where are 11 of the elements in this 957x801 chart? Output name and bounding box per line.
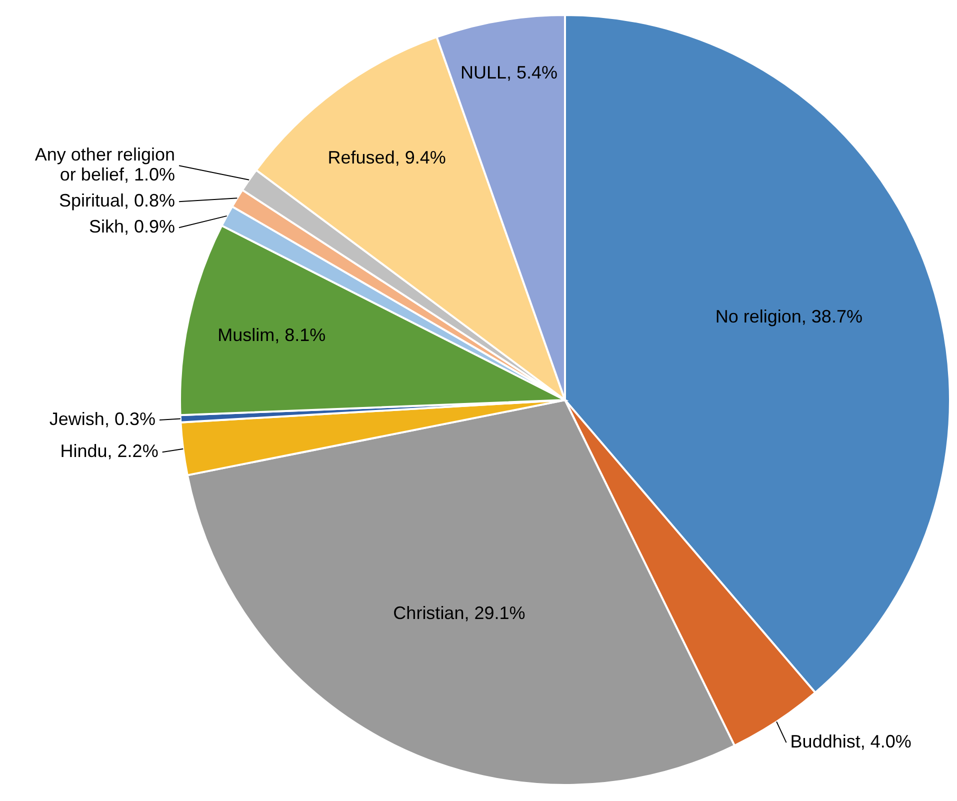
- slice-label: No religion, 38.7%: [715, 306, 862, 326]
- slice-label: Spiritual, 0.8%: [58, 190, 175, 211]
- slice-label: Jewish, 0.3%: [49, 408, 156, 429]
- slice-label: Any other religion or belief, 1.0%: [34, 144, 175, 185]
- slice-label: Refused, 9.4%: [328, 147, 446, 168]
- slice-label: Hindu, 2.2%: [60, 441, 158, 462]
- slice-label: Buddhist, 4.0%: [790, 732, 912, 752]
- slice-label: Sikh, 0.9%: [88, 216, 175, 237]
- slice-label: Muslim, 8.1%: [218, 324, 326, 345]
- slice-label: Christian, 29.1%: [393, 602, 526, 623]
- slice-label: NULL, 5.4%: [460, 62, 558, 83]
